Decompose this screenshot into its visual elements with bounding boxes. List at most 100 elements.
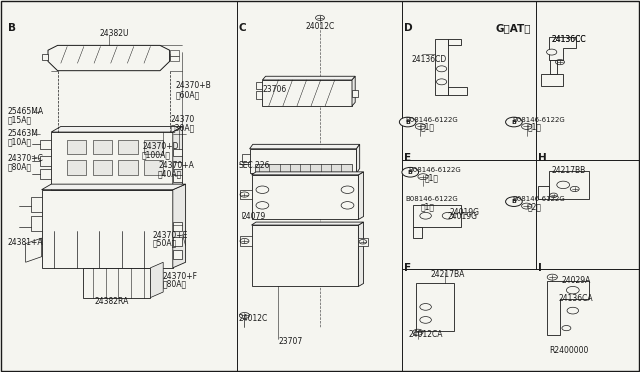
Circle shape xyxy=(420,304,431,310)
Circle shape xyxy=(256,186,269,193)
Text: （40A）: （40A） xyxy=(158,170,182,179)
Polygon shape xyxy=(549,37,576,60)
Text: 24370: 24370 xyxy=(171,115,195,124)
Text: B: B xyxy=(511,199,516,204)
Text: B: B xyxy=(511,119,516,125)
Polygon shape xyxy=(252,222,364,225)
Polygon shape xyxy=(255,164,352,172)
Text: 23707: 23707 xyxy=(278,337,303,346)
Polygon shape xyxy=(170,50,179,56)
Polygon shape xyxy=(550,60,557,74)
Circle shape xyxy=(547,49,557,55)
Circle shape xyxy=(557,181,570,189)
Polygon shape xyxy=(252,175,358,219)
Text: I: I xyxy=(538,263,541,273)
Circle shape xyxy=(436,66,447,72)
Text: B08146-6122G: B08146-6122G xyxy=(405,117,458,123)
Polygon shape xyxy=(250,144,360,149)
Text: F: F xyxy=(404,263,412,273)
Text: B: B xyxy=(405,119,410,125)
Text: B08146-6122G: B08146-6122G xyxy=(512,117,564,123)
Text: 24382RA: 24382RA xyxy=(95,297,129,306)
Text: B: B xyxy=(408,170,413,175)
Text: 24136CC: 24136CC xyxy=(552,35,586,44)
Polygon shape xyxy=(416,283,454,331)
Text: （50A）: （50A） xyxy=(152,239,177,248)
Text: 24217BB: 24217BB xyxy=(552,166,586,174)
Text: 24136CC: 24136CC xyxy=(552,35,586,44)
Circle shape xyxy=(256,202,269,209)
Circle shape xyxy=(436,79,447,85)
Text: B08146-6122G: B08146-6122G xyxy=(408,167,461,173)
Polygon shape xyxy=(40,169,51,179)
Polygon shape xyxy=(26,238,42,262)
Text: E: E xyxy=(404,153,412,163)
Circle shape xyxy=(402,167,419,177)
Polygon shape xyxy=(173,126,182,190)
Text: 24381+A: 24381+A xyxy=(8,238,44,247)
Text: （1）: （1） xyxy=(528,123,542,132)
Polygon shape xyxy=(173,250,182,259)
Circle shape xyxy=(420,212,431,219)
Circle shape xyxy=(567,307,579,314)
Text: 25465MA: 25465MA xyxy=(8,107,44,116)
Polygon shape xyxy=(538,186,549,199)
Polygon shape xyxy=(118,140,138,154)
Circle shape xyxy=(341,202,354,209)
Text: 24370+F: 24370+F xyxy=(163,272,198,280)
Text: 24217BA: 24217BA xyxy=(430,270,465,279)
Polygon shape xyxy=(150,262,163,298)
Text: （60A）: （60A） xyxy=(175,90,200,99)
Text: （1）: （1） xyxy=(421,202,435,211)
Text: （1）: （1） xyxy=(421,123,435,132)
Text: （80A）: （80A） xyxy=(163,280,187,289)
Polygon shape xyxy=(173,184,186,268)
Polygon shape xyxy=(448,87,467,95)
Text: 24370+D: 24370+D xyxy=(142,142,179,151)
Polygon shape xyxy=(31,197,42,212)
Text: G〈AT〉: G〈AT〉 xyxy=(496,23,531,33)
Circle shape xyxy=(442,212,454,219)
Polygon shape xyxy=(240,190,252,199)
Text: 24012C: 24012C xyxy=(239,314,268,323)
Text: B: B xyxy=(8,23,15,33)
Polygon shape xyxy=(173,222,182,231)
Polygon shape xyxy=(358,172,364,219)
Text: （1）: （1） xyxy=(424,173,438,182)
Text: （80A）: （80A） xyxy=(8,163,32,171)
Polygon shape xyxy=(262,80,352,106)
Polygon shape xyxy=(42,54,48,60)
Polygon shape xyxy=(173,162,182,169)
Text: 24370+C: 24370+C xyxy=(8,154,44,163)
Polygon shape xyxy=(256,82,262,89)
Polygon shape xyxy=(51,132,173,190)
Polygon shape xyxy=(144,160,163,175)
Text: （100A）: （100A） xyxy=(142,151,171,160)
Polygon shape xyxy=(93,140,112,154)
Text: （10A）: （10A） xyxy=(8,138,32,147)
Circle shape xyxy=(506,197,522,206)
Polygon shape xyxy=(242,154,250,162)
Polygon shape xyxy=(118,160,138,175)
Circle shape xyxy=(399,117,416,127)
Polygon shape xyxy=(42,184,186,190)
Polygon shape xyxy=(356,144,360,173)
Polygon shape xyxy=(250,149,356,173)
Text: B08146-6122G: B08146-6122G xyxy=(405,196,458,202)
Polygon shape xyxy=(252,225,358,286)
Polygon shape xyxy=(435,39,448,95)
Text: SEC.226: SEC.226 xyxy=(239,161,270,170)
Text: C: C xyxy=(239,23,246,33)
Polygon shape xyxy=(170,56,179,61)
Text: H: H xyxy=(538,153,547,163)
Text: （2）: （2） xyxy=(528,202,542,211)
Polygon shape xyxy=(358,222,364,286)
Circle shape xyxy=(420,317,431,323)
Text: 24382U: 24382U xyxy=(99,29,129,38)
Polygon shape xyxy=(413,227,422,238)
Polygon shape xyxy=(31,216,42,231)
Polygon shape xyxy=(48,45,170,71)
Polygon shape xyxy=(173,237,182,246)
Polygon shape xyxy=(40,140,51,149)
Polygon shape xyxy=(51,126,182,132)
